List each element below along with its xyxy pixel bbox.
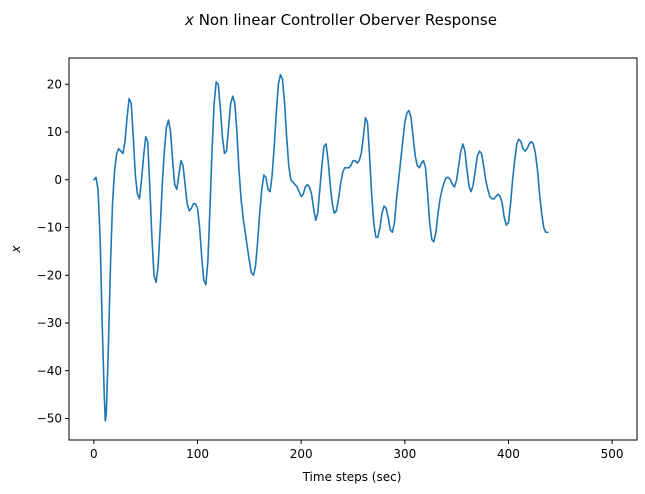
x-axis-ticks: 0 100 200 300 400 500	[90, 440, 624, 461]
x-tick-label: 100	[186, 447, 209, 461]
y-tick-label: −50	[37, 412, 62, 426]
y-tick-label: 10	[47, 125, 62, 139]
plot-frame	[68, 57, 638, 441]
series-line-0	[93, 73, 549, 422]
y-tick-label: 0	[54, 173, 62, 187]
x-tick-label: 300	[393, 447, 416, 461]
y-axis-ticks: −50 −40 −30 −20 −10 0 10 20	[37, 77, 69, 426]
x-tick-label: 200	[290, 447, 313, 461]
chart-title-rest: Non linear Controller Oberver Response	[194, 11, 497, 29]
y-tick-label: −10	[37, 221, 62, 235]
chart-title: x Non linear Controller Oberver Response	[184, 11, 497, 29]
chart-title-variable: x	[184, 11, 194, 29]
y-tick-label: −40	[37, 364, 62, 378]
y-tick-label: 20	[47, 77, 62, 91]
plot-area	[93, 73, 549, 422]
x-axis-label: Time steps (sec)	[302, 470, 402, 484]
y-axis-label: x	[9, 245, 23, 254]
x-tick-label: 400	[497, 447, 520, 461]
x-tick-label: 0	[90, 447, 98, 461]
y-tick-label: −30	[37, 316, 62, 330]
x-tick-label: 500	[601, 447, 624, 461]
y-tick-label: −20	[37, 268, 62, 282]
